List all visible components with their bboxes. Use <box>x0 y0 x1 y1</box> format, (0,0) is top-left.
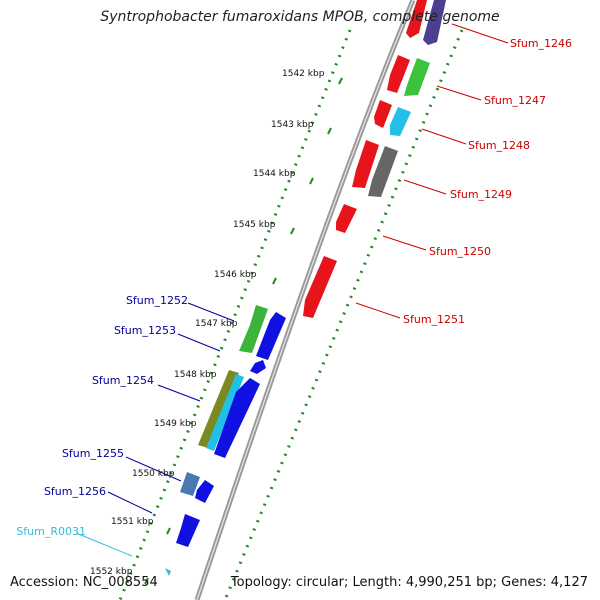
gene-sfum-1247[interactable] <box>387 55 410 93</box>
tick-label: 1545 kbp <box>233 220 276 230</box>
gene-sfum-1246[interactable] <box>406 0 427 38</box>
gene-labels: Sfum_1246 Sfum_1247 Sfum_1248 Sfum_1249 Sfum… <box>16 37 572 538</box>
gene-sfum-1255[interactable] <box>180 472 200 496</box>
gene-label-sfum-1255[interactable]: Sfum_1255 <box>62 447 124 460</box>
gene-sfum-r0031[interactable] <box>165 568 171 576</box>
genome-backbone-highlight <box>196 0 414 600</box>
outer-tick-track <box>223 29 464 600</box>
tick-mark <box>290 227 295 235</box>
tick-mark <box>327 127 332 135</box>
gene-label-sfum-1256[interactable]: Sfum_1256 <box>44 485 106 498</box>
tick-mark <box>309 177 314 185</box>
gene-sfum-1255-partner[interactable] <box>195 480 214 503</box>
gene-label-sfum-1247[interactable]: Sfum_1247 <box>484 94 546 107</box>
tick-label: 1550 kbp <box>132 469 175 479</box>
gene-sfum-1248-partner[interactable] <box>390 107 411 136</box>
tick-label: 1546 kbp <box>214 270 257 280</box>
tick-label: 1543 kbp <box>271 120 314 130</box>
map-title: Syntrophobacter fumaroxidans MPOB, compl… <box>100 9 500 25</box>
gene-sfum-1248[interactable] <box>374 100 392 128</box>
gene-sfum-1253[interactable] <box>250 360 266 374</box>
tick-label: 1544 kbp <box>253 169 296 179</box>
gene-sfum-1251[interactable] <box>303 256 337 318</box>
gene-sfum-1254[interactable] <box>198 370 239 448</box>
gene-sfum-1252-partner[interactable] <box>256 312 286 360</box>
tick-label: 1549 kbp <box>154 419 197 429</box>
tick-mark <box>338 77 343 85</box>
tick-label: 1552 kbp <box>90 567 133 577</box>
tick-mark <box>166 527 171 535</box>
genome-summary: Topology: circular; Length: 4,990,251 bp… <box>230 575 588 590</box>
tick-label: 1547 kbp <box>195 319 238 329</box>
gene-sfum-1247-partner[interactable] <box>404 58 430 96</box>
accession-label: Accession: NC_008554 <box>10 575 158 590</box>
tick-mark <box>144 577 149 585</box>
gene-label-sfum-1246[interactable]: Sfum_1246 <box>510 37 572 50</box>
label-leader-lines <box>75 23 509 557</box>
tick-labels: 1542 kbp 1543 kbp 1544 kbp 1545 kbp 1546 kbp… <box>90 69 325 577</box>
gene-label-sfum-r0031[interactable]: Sfum_R0031 <box>16 525 86 538</box>
gene-label-sfum-1248[interactable]: Sfum_1248 <box>468 139 530 152</box>
gene-sfum-1256[interactable] <box>176 514 200 547</box>
tick-mark <box>272 277 277 285</box>
gene-sfum-1246-partner[interactable] <box>423 0 446 45</box>
inner-tick-track <box>118 29 352 600</box>
gene-sfum-1250[interactable] <box>336 204 357 233</box>
gene-label-sfum-1249[interactable]: Sfum_1249 <box>450 188 512 201</box>
gene-sfum-1249[interactable] <box>352 140 379 188</box>
tick-label: 1551 kbp <box>111 517 154 527</box>
gene-label-sfum-1250[interactable]: Sfum_1250 <box>429 245 491 258</box>
gene-label-sfum-1251[interactable]: Sfum_1251 <box>403 313 465 326</box>
tick-label: 1548 kbp <box>174 370 217 380</box>
gene-label-sfum-1252[interactable]: Sfum_1252 <box>126 294 188 307</box>
gene-label-sfum-1253[interactable]: Sfum_1253 <box>114 324 176 337</box>
gene-sfum-1249-partner[interactable] <box>368 146 398 197</box>
gene-label-sfum-1254[interactable]: Sfum_1254 <box>92 374 154 387</box>
gene-sfum-1254-partner[interactable] <box>214 378 260 458</box>
gene-sfum-1254-mid[interactable] <box>206 374 244 451</box>
tick-label: 1542 kbp <box>282 69 325 79</box>
reverse-gene-shapes <box>165 305 286 576</box>
gene-sfum-1252[interactable] <box>239 305 268 353</box>
forward-gene-shapes <box>303 0 446 318</box>
